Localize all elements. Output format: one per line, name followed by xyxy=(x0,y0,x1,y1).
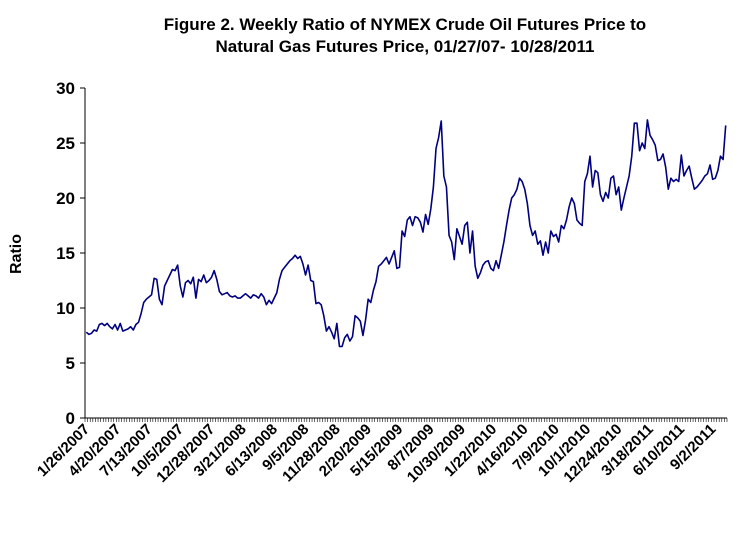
y-tick-label: 30 xyxy=(56,79,75,98)
y-tick-label: 0 xyxy=(66,409,75,428)
y-tick-label: 25 xyxy=(56,134,75,153)
series-line xyxy=(85,119,727,348)
chart-title-line-1: Figure 2. Weekly Ratio of NYMEX Crude Oi… xyxy=(163,15,647,34)
series-group xyxy=(85,119,727,348)
x-axis: 1/26/20074/20/20077/13/200710/5/200712/2… xyxy=(34,417,728,486)
y-axis: 0 5 10 15 20 25 30 xyxy=(56,79,86,428)
y-tick-label: 20 xyxy=(56,189,75,208)
chart-title-line-2: Natural Gas Futures Price, 01/27/07- 10/… xyxy=(215,37,595,56)
y-tick-label: 15 xyxy=(56,244,75,263)
y-axis-label: Ratio xyxy=(8,234,25,274)
y-tick-label: 5 xyxy=(66,354,75,373)
y-tick-label: 10 xyxy=(56,299,75,318)
chart-title: Figure 2. Weekly Ratio of NYMEX Crude Oi… xyxy=(60,14,750,58)
